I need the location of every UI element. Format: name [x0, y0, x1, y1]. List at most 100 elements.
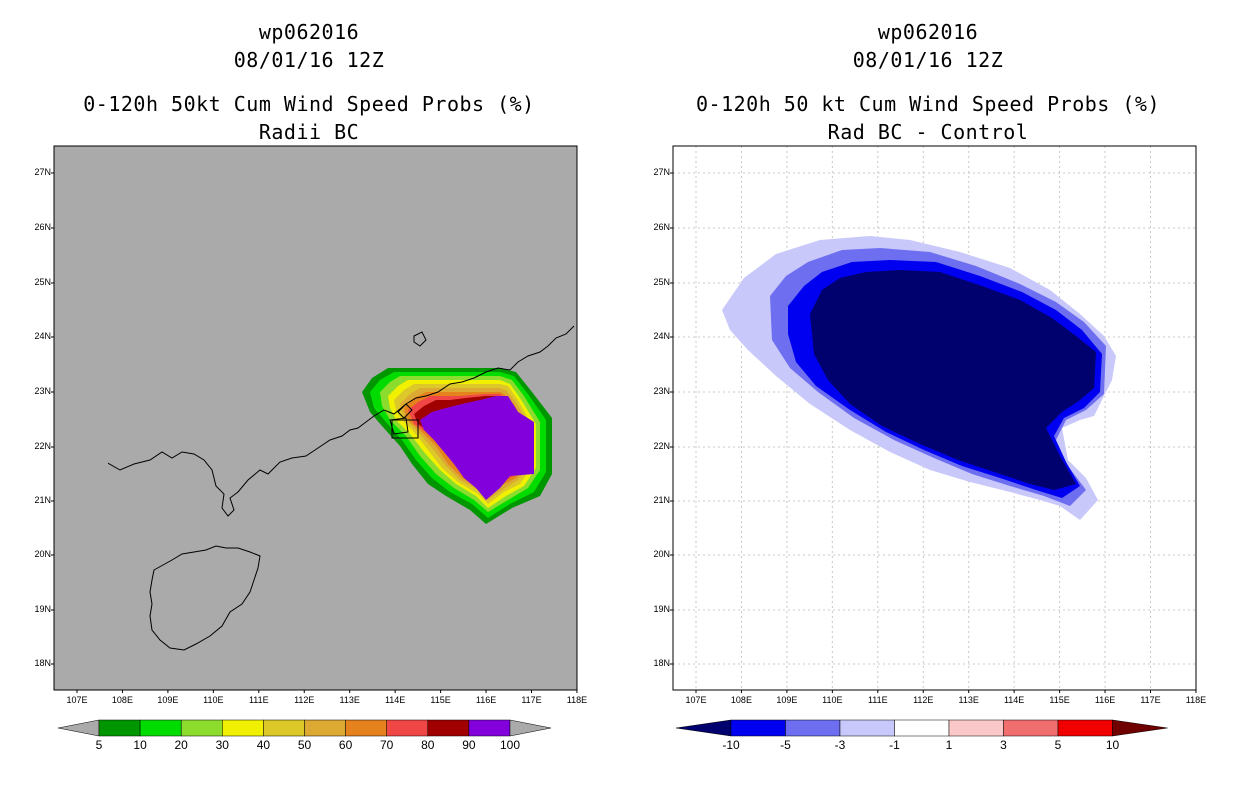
colorbar-label: 5: [1054, 738, 1062, 752]
left-map-frame: [53, 145, 578, 691]
colorbar-under-triangle: [675, 719, 732, 737]
lon-label: 112E: [913, 695, 934, 705]
colorbar-over-triangle: [509, 719, 552, 737]
lat-label: 27N: [653, 167, 670, 177]
colorbar-swatch: [427, 719, 470, 737]
colorbar-label: -1: [889, 738, 900, 752]
lat-label: 27N: [34, 167, 51, 177]
colorbar-label: -10: [722, 738, 740, 752]
colorbar-swatch: [894, 719, 950, 737]
colorbar-swatch: [730, 719, 786, 737]
colorbar-label: 10: [133, 738, 147, 752]
colorbar-label: 40: [256, 738, 271, 752]
lon-label: 116E: [475, 695, 497, 705]
lon-label: 117E: [1140, 695, 1161, 705]
lon-label: 117E: [521, 695, 542, 705]
lon-label: 109E: [157, 695, 179, 705]
colorbar-label: 3: [1000, 738, 1007, 752]
lon-label: 107E: [685, 695, 707, 705]
colorbar-label: 70: [380, 738, 394, 752]
colorbar-swatch: [98, 719, 141, 737]
colorbar-swatch: [180, 719, 223, 737]
lon-label: 111E: [867, 695, 888, 705]
lon-label: 118E: [1185, 695, 1207, 705]
lon-label: 115E: [1049, 695, 1070, 705]
lat-label: 23N: [34, 386, 51, 396]
lat-label: 24N: [653, 331, 670, 341]
right-title-product: 0-120h 50 kt Cum Wind Speed Probs (%): [695, 92, 1161, 116]
lat-label: 23N: [653, 386, 670, 396]
colorbar-label: 50: [297, 738, 312, 752]
colorbar-swatch: [839, 719, 895, 737]
colorbar-label: 90: [462, 738, 476, 752]
lat-label: 26N: [653, 222, 670, 232]
colorbar-swatch: [468, 719, 511, 737]
left-title-storm-id: wp062016: [258, 20, 360, 44]
lat-label: 24N: [34, 331, 51, 341]
lon-label: 113E: [958, 695, 979, 705]
lat-label: 22N: [653, 441, 670, 451]
lat-label: 26N: [34, 222, 51, 232]
lon-label: 115E: [430, 695, 451, 705]
colorbar-label: -5: [780, 738, 791, 752]
colorbar-swatch: [785, 719, 841, 737]
right-colorbar: [675, 719, 1168, 737]
lon-label: 113E: [339, 695, 360, 705]
colorbar-swatch: [222, 719, 264, 737]
colorbar-label: 30: [215, 738, 229, 752]
lat-label: 20N: [34, 549, 51, 559]
right-map-frame: [672, 145, 1197, 691]
lon-label: 111E: [248, 695, 269, 705]
left-title-subtitle: Radii BC: [258, 120, 360, 144]
colorbar-swatch: [1057, 719, 1113, 737]
right-title-storm-id: wp062016: [877, 20, 979, 44]
left-probability-contours: [362, 368, 552, 524]
colorbar-label: 20: [174, 738, 188, 752]
lat-label: 20N: [653, 549, 670, 559]
lat-label: 25N: [653, 277, 670, 287]
colorbar-label: 60: [338, 738, 353, 752]
left-inset-box: [391, 419, 419, 439]
lon-label: 107E: [66, 695, 88, 705]
lat-label: 19N: [34, 604, 51, 614]
lon-label: 114E: [384, 695, 406, 705]
colorbar-swatch: [139, 719, 182, 737]
lon-label: 108E: [111, 695, 133, 705]
colorbar-swatch: [386, 719, 429, 737]
lat-label: 22N: [34, 441, 51, 451]
lat-label: 18N: [653, 658, 670, 668]
left-title-date: 08/01/16 12Z: [233, 48, 385, 72]
colorbar-swatch: [263, 719, 305, 737]
axis-ticks: [51, 172, 1197, 693]
colorbar-label: 10: [1105, 738, 1120, 752]
colorbar-swatch: [1003, 719, 1059, 737]
right-difference-contours: [722, 236, 1116, 520]
lon-label: 116E: [1094, 695, 1116, 705]
lat-label: 21N: [34, 495, 51, 505]
left-colorbar: [57, 719, 552, 737]
colorbar-under-triangle: [57, 719, 100, 737]
colorbar-label: 100: [499, 738, 521, 752]
lon-label: 108E: [730, 695, 752, 705]
lon-label: 110E: [203, 695, 224, 705]
lat-label: 19N: [653, 604, 670, 614]
colorbar-label: 1: [945, 738, 953, 752]
lon-label: 109E: [776, 695, 798, 705]
lat-label: 18N: [34, 658, 51, 668]
lon-label: 118E: [566, 695, 588, 705]
colorbar-swatch: [345, 719, 387, 737]
colorbar-over-triangle: [1112, 719, 1168, 737]
colorbar-swatch: [948, 719, 1004, 737]
colorbar-label: 80: [421, 738, 435, 752]
right-title-subtitle: Rad BC - Control: [827, 120, 1029, 144]
colorbar-swatch: [304, 719, 346, 737]
left-title-product: 0-120h 50kt Cum Wind Speed Probs (%): [83, 92, 535, 116]
lon-label: 112E: [294, 695, 315, 705]
lon-label: 110E: [822, 695, 843, 705]
lon-label: 114E: [1003, 695, 1025, 705]
lat-label: 25N: [34, 277, 51, 287]
right-title-date: 08/01/16 12Z: [852, 48, 1004, 72]
colorbar-label: -3: [834, 738, 846, 752]
lat-label: 21N: [653, 495, 670, 505]
